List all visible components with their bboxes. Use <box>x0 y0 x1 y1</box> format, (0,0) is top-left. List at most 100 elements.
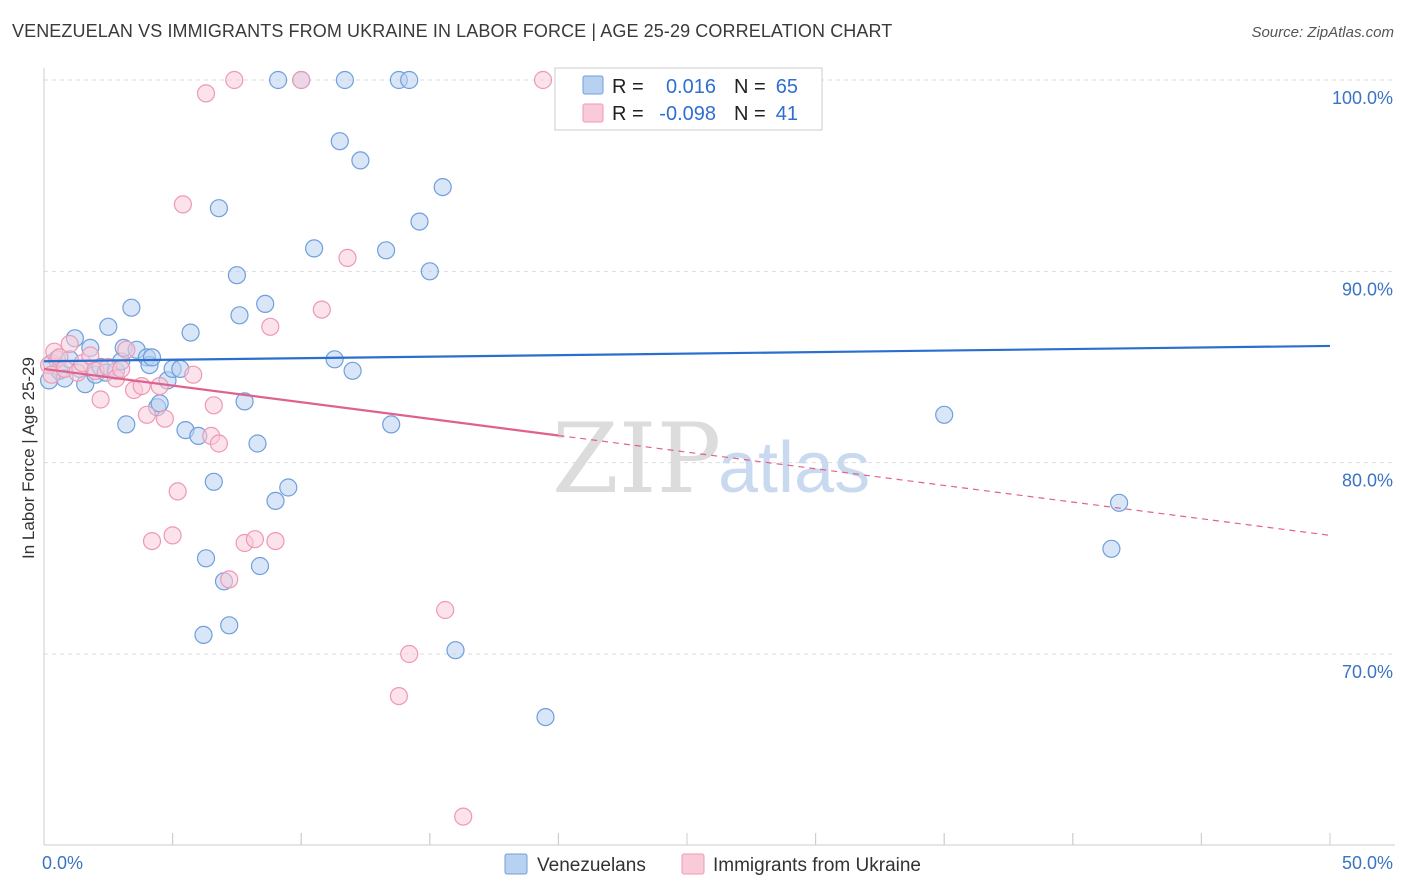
stats-n-label-1: N = <box>734 76 766 98</box>
data-point <box>343 361 362 380</box>
data-point <box>330 132 349 151</box>
data-point <box>305 239 324 258</box>
data-point <box>99 317 118 336</box>
data-point <box>91 390 110 409</box>
stats-box: R = 0.016 N = 65 R = -0.098 N = 41 <box>554 67 823 131</box>
stats-n-label-2: N = <box>734 103 766 125</box>
data-point <box>204 472 223 491</box>
x-tick-label-min: 0.0% <box>42 853 83 873</box>
y-axis-label: In Labor Force | Age 25-29 <box>19 357 38 559</box>
data-points <box>39 70 1129 826</box>
y-tick-label: 70.0% <box>1342 662 1393 682</box>
data-point <box>335 70 354 90</box>
y-tick-label: 90.0% <box>1342 279 1393 299</box>
data-point <box>248 434 267 453</box>
data-point <box>227 266 246 285</box>
data-point <box>209 199 228 218</box>
source-label: Source: ZipAtlas.com <box>1251 24 1394 41</box>
data-point <box>142 531 162 551</box>
y-tick-label: 100.0% <box>1332 88 1393 108</box>
data-point <box>150 377 169 396</box>
data-point <box>117 340 136 359</box>
watermark: ZIP atlas <box>552 403 870 515</box>
series-venezuelans <box>39 70 1129 727</box>
stats-r-label-2: R = <box>612 103 644 125</box>
data-point <box>433 178 452 197</box>
trend-line-ukraine <box>43 367 559 437</box>
data-point <box>351 151 370 170</box>
watermark-zip: ZIP <box>552 403 721 515</box>
data-point <box>420 262 439 281</box>
data-point <box>155 409 174 428</box>
data-point <box>382 415 401 434</box>
data-point <box>269 70 288 90</box>
data-point <box>400 644 419 664</box>
data-point <box>209 434 228 453</box>
legend-label-venezuelans: Venezuelans <box>537 855 646 876</box>
data-point <box>142 348 162 367</box>
stats-r-value-2: -0.098 <box>659 103 716 125</box>
data-point <box>60 334 79 354</box>
data-point <box>184 365 203 384</box>
data-point <box>122 298 141 317</box>
stats-swatch-ukraine <box>582 103 604 123</box>
trend-lines <box>43 344 1331 536</box>
stats-r-label-1: R = <box>612 76 644 98</box>
stats-n-value-2: 41 <box>776 103 798 125</box>
data-point <box>168 482 187 501</box>
data-point <box>312 300 331 319</box>
data-point <box>338 248 357 267</box>
data-point <box>220 570 239 589</box>
data-point <box>230 306 249 325</box>
data-point <box>436 600 455 620</box>
watermark-atlas: atlas <box>718 428 870 508</box>
data-point <box>256 294 275 313</box>
data-point <box>935 405 954 424</box>
trend-line-venezuelans <box>43 344 1331 363</box>
y-tick-labels: 100.0% 90.0% 80.0% 70.0% <box>1332 88 1393 682</box>
x-tick-labels: 0.0% 50.0% <box>42 853 1393 873</box>
data-point <box>266 531 285 551</box>
data-point <box>250 556 270 576</box>
data-point <box>196 549 216 568</box>
data-point <box>533 70 553 90</box>
data-point <box>204 396 223 415</box>
data-point <box>196 84 216 103</box>
stats-r-value-1: 0.016 <box>666 76 716 98</box>
data-point <box>137 405 156 424</box>
data-point <box>220 616 239 635</box>
data-point <box>163 526 182 545</box>
legend-label-ukraine: Immigrants from Ukraine <box>713 855 921 876</box>
data-point <box>1102 539 1121 558</box>
legend-swatch-venezuelans <box>504 853 528 875</box>
series-ukraine <box>39 70 553 826</box>
data-point <box>173 195 192 214</box>
data-point <box>454 807 473 826</box>
data-point <box>377 241 396 260</box>
y-tick-label: 80.0% <box>1342 471 1393 491</box>
axes <box>43 68 1395 846</box>
trend-line-extension-ukraine <box>558 434 1331 536</box>
chart-title: VENEZUELAN VS IMMIGRANTS FROM UKRAINE IN… <box>12 21 893 41</box>
data-point <box>410 212 429 231</box>
data-point <box>245 530 264 549</box>
stats-n-value-1: 65 <box>776 76 798 98</box>
data-point <box>400 70 419 90</box>
data-point <box>235 392 254 411</box>
data-point <box>261 317 280 336</box>
data-point <box>117 415 136 434</box>
stats-swatch-venezuelans <box>582 75 604 95</box>
data-point <box>279 478 298 497</box>
data-point <box>325 350 344 369</box>
data-point <box>181 323 200 342</box>
data-point <box>194 625 213 645</box>
data-point <box>389 686 408 706</box>
data-point <box>225 70 244 90</box>
data-point <box>446 641 465 660</box>
x-tick-label-max: 50.0% <box>1342 853 1393 873</box>
data-point <box>112 359 131 378</box>
grid-lines <box>44 79 1395 655</box>
legend-swatch-ukraine <box>681 853 705 875</box>
data-point <box>292 70 311 90</box>
